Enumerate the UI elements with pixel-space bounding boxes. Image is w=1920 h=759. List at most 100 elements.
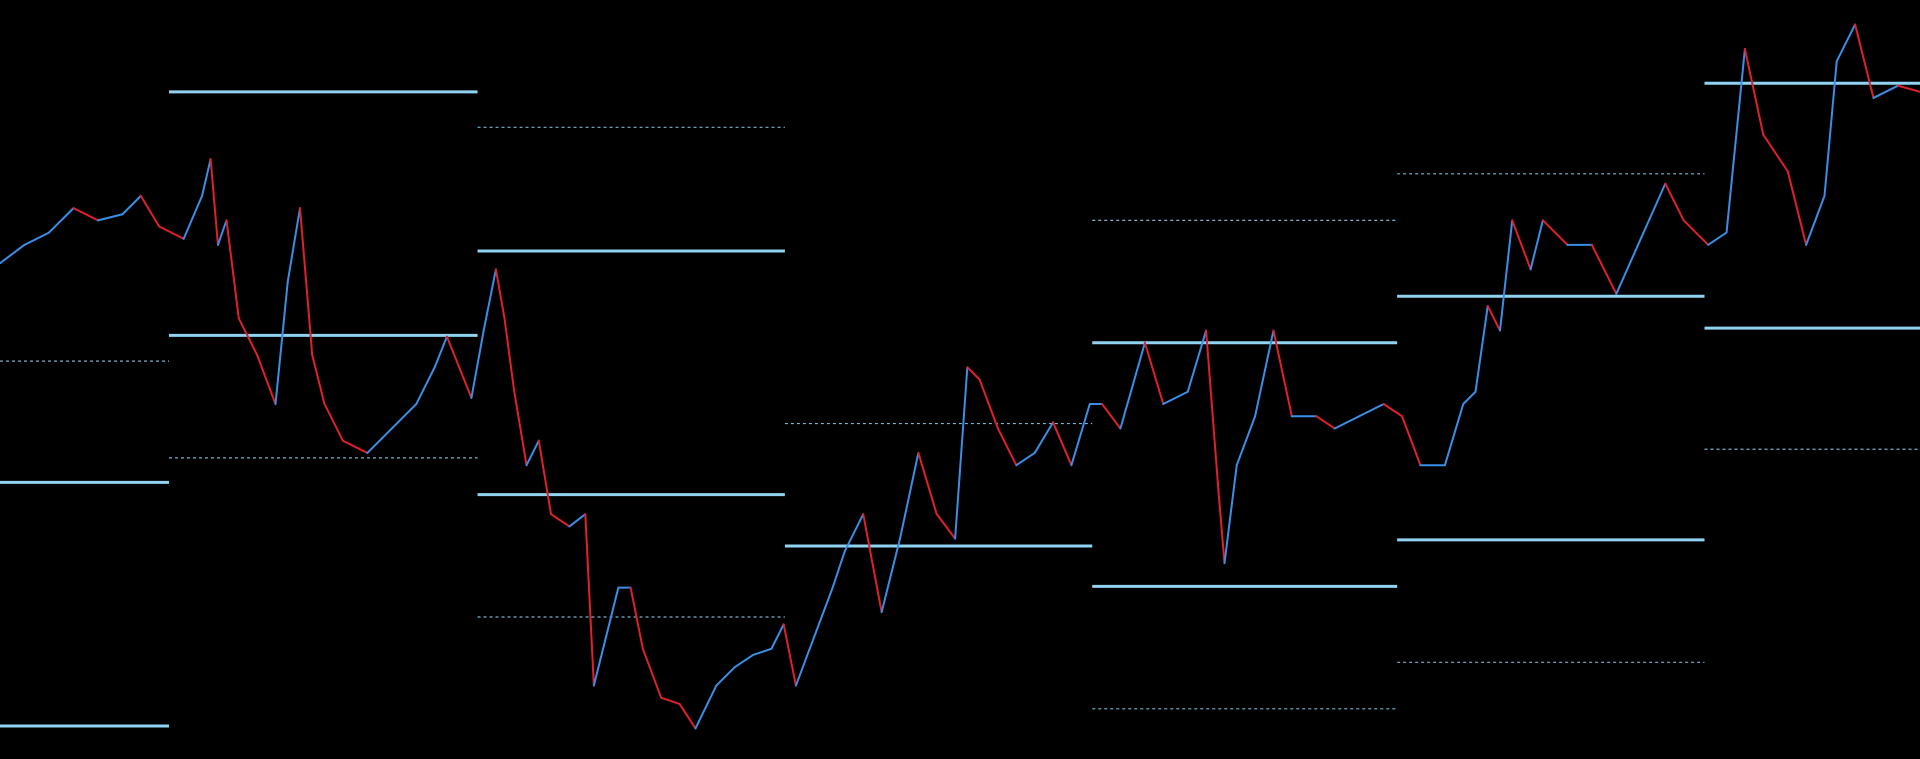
price-segment	[954, 366, 969, 540]
price-segment	[201, 158, 212, 197]
price-segment	[366, 427, 393, 454]
price-segment	[1590, 243, 1618, 295]
price-segment	[47, 207, 75, 234]
price-segment	[1805, 194, 1826, 246]
price-segment	[592, 635, 608, 687]
price-segment	[209, 158, 219, 246]
price-segment	[537, 439, 553, 516]
price-segment	[584, 513, 595, 687]
price-segment	[1101, 402, 1122, 430]
price-segment	[1462, 390, 1477, 405]
price-segment	[494, 268, 506, 320]
price-segment	[1743, 47, 1765, 136]
price-segment	[1015, 451, 1036, 467]
price-segment	[1725, 47, 1746, 234]
price-segment	[1235, 415, 1257, 467]
price-segment	[1835, 23, 1857, 63]
price-segment	[1186, 329, 1208, 393]
price-segment	[1786, 170, 1808, 246]
price-segment	[1382, 402, 1404, 418]
price-segment	[1254, 329, 1275, 418]
price-segment	[694, 684, 718, 730]
price-segment	[629, 586, 644, 650]
price-segment	[1664, 182, 1685, 222]
price-segment	[1499, 219, 1514, 332]
price-segment	[1854, 23, 1875, 99]
price-segment	[72, 207, 99, 222]
price-segment	[843, 513, 865, 552]
price-segment	[256, 354, 277, 405]
price-segment	[237, 317, 259, 357]
price-segment	[935, 513, 957, 540]
price-segment	[1070, 402, 1091, 467]
price-segment	[23, 231, 50, 246]
price-segment	[299, 207, 314, 357]
price-segment	[1511, 219, 1532, 271]
price-segment	[831, 549, 846, 589]
price-segment	[1052, 421, 1073, 467]
price-segment	[274, 280, 289, 405]
price-segment	[966, 366, 981, 381]
price-segment	[1333, 415, 1361, 430]
price-segment	[341, 439, 369, 454]
price-segment	[1358, 402, 1385, 418]
price-segment	[286, 207, 301, 283]
price-segment	[513, 390, 528, 467]
price-segment	[0, 243, 26, 265]
price-segment	[678, 702, 697, 730]
price-segment	[525, 439, 540, 467]
price-segment	[1823, 60, 1838, 197]
price-segment	[1615, 237, 1642, 295]
price-segment	[225, 219, 240, 320]
price-segment	[550, 513, 571, 528]
price-segment	[880, 537, 901, 614]
price-segment	[641, 647, 663, 699]
price-segment	[782, 623, 797, 687]
price-segment	[1707, 231, 1728, 246]
price-segment	[121, 194, 142, 216]
price-segment	[1872, 84, 1899, 99]
price-segment	[1474, 305, 1489, 393]
price-segment	[182, 194, 204, 240]
price-segment	[752, 647, 773, 656]
price-segment	[770, 623, 785, 650]
price-segment	[1272, 329, 1293, 418]
price-segment	[978, 378, 999, 430]
price-segment	[1682, 219, 1710, 246]
price-segment	[311, 354, 326, 405]
price-segment	[415, 366, 436, 405]
price-segment	[216, 219, 228, 246]
price-segment	[660, 696, 681, 705]
price-segment	[433, 335, 448, 369]
price-segment	[568, 513, 587, 528]
price-segment	[1896, 84, 1920, 93]
price-segment	[503, 317, 516, 393]
price-segment	[733, 653, 755, 669]
price-segment	[1223, 464, 1238, 565]
price-segment	[1315, 415, 1336, 430]
price-segment	[715, 666, 736, 687]
price-segment	[1217, 488, 1226, 565]
price-segment	[899, 451, 920, 540]
price-segment	[1401, 415, 1422, 467]
price-segment	[1486, 305, 1501, 332]
price-segment	[96, 213, 124, 222]
price-segment	[996, 427, 1018, 467]
price-segment	[1443, 402, 1465, 467]
price-segment	[794, 635, 816, 687]
price-segment	[139, 194, 161, 228]
price-segment	[862, 513, 883, 614]
price-segment	[1541, 219, 1569, 246]
price-segment	[470, 329, 485, 399]
price-segment	[323, 402, 344, 442]
price-segment	[1762, 133, 1789, 173]
price-segment	[605, 586, 620, 638]
price-segment	[445, 335, 473, 399]
price-segment	[917, 451, 938, 516]
price-segment	[813, 586, 834, 638]
price-segment	[1529, 219, 1544, 271]
price-segment	[482, 268, 497, 332]
price-segment	[1033, 421, 1055, 454]
